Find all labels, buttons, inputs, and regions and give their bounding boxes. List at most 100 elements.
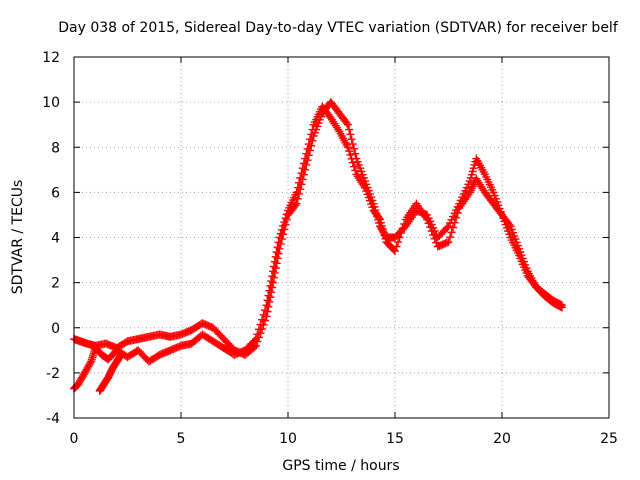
data-point xyxy=(265,286,274,295)
data-point xyxy=(342,119,351,128)
data-point xyxy=(424,219,433,228)
data-point xyxy=(345,147,354,156)
data-point xyxy=(343,120,352,129)
data-point xyxy=(430,234,439,243)
y-tick-label: 0 xyxy=(51,321,60,337)
data-point xyxy=(264,291,273,300)
data-point xyxy=(345,125,354,134)
data-point xyxy=(468,182,477,191)
data-point xyxy=(398,224,407,233)
data-point xyxy=(350,144,359,153)
data-point xyxy=(117,350,126,359)
data-point xyxy=(444,238,453,247)
data-point xyxy=(293,183,302,192)
data-point xyxy=(262,301,271,310)
data-point xyxy=(259,310,268,319)
data-point xyxy=(453,209,462,218)
data-point xyxy=(276,229,285,238)
data-point xyxy=(270,257,279,266)
data-point xyxy=(400,219,409,228)
data-point xyxy=(296,173,305,182)
data-point xyxy=(557,303,566,312)
data-point xyxy=(301,154,310,163)
data-point xyxy=(346,130,355,139)
series-secondary-track xyxy=(70,102,566,393)
y-axis-label: SDTVAR / TECUs xyxy=(10,180,26,295)
data-point xyxy=(279,221,288,230)
data-point xyxy=(271,252,280,261)
data-point xyxy=(282,210,291,219)
data-point xyxy=(427,227,436,236)
data-point xyxy=(343,143,352,152)
data-point xyxy=(348,158,357,167)
data-point xyxy=(467,184,476,193)
data-point xyxy=(394,238,403,247)
data-point xyxy=(359,181,368,190)
data-point xyxy=(447,228,456,237)
data-point xyxy=(280,218,289,227)
data-point xyxy=(465,188,474,197)
data-point xyxy=(295,178,304,187)
data-point xyxy=(303,144,312,153)
y-tick-label: -4 xyxy=(46,411,60,427)
data-point xyxy=(452,213,461,222)
y-tick-label: 10 xyxy=(42,95,60,111)
data-point xyxy=(258,315,267,324)
data-point xyxy=(292,199,301,208)
data-point xyxy=(299,159,308,168)
data-point xyxy=(275,233,284,242)
data-point xyxy=(306,135,315,144)
x-tick-label: 5 xyxy=(177,431,186,447)
data-point xyxy=(347,135,356,144)
data-point xyxy=(450,218,459,227)
data-point xyxy=(466,186,475,195)
data-point xyxy=(346,150,355,159)
data-point xyxy=(496,209,505,218)
y-tick-label: 6 xyxy=(51,185,60,201)
data-point xyxy=(261,306,270,315)
y-tick-label: 12 xyxy=(42,50,60,66)
data-point xyxy=(423,215,432,224)
data-point xyxy=(334,125,343,134)
data-point xyxy=(395,233,404,242)
y-tick-label: 8 xyxy=(51,140,60,156)
data-point xyxy=(348,140,357,149)
x-tick-label: 25 xyxy=(600,431,618,447)
data-point xyxy=(307,130,316,139)
data-point xyxy=(86,359,95,368)
data-point xyxy=(272,248,281,257)
x-axis-label: GPS time / hours xyxy=(282,458,399,474)
data-point xyxy=(392,242,401,251)
data-point xyxy=(253,330,262,339)
data-points xyxy=(70,98,566,395)
axis-ticks: 0 5 10 15 20 25 -4 -2 0 2 4 6 8 10 12 xyxy=(42,50,618,447)
x-tick-label: 15 xyxy=(386,431,404,447)
data-point xyxy=(351,149,360,158)
data-point xyxy=(269,262,278,271)
data-point xyxy=(429,230,438,239)
data-point xyxy=(298,164,307,173)
data-point xyxy=(250,336,259,345)
data-point xyxy=(274,238,283,247)
x-tick-label: 0 xyxy=(70,431,79,447)
data-point xyxy=(267,277,276,286)
data-point xyxy=(350,162,359,171)
data-point xyxy=(277,225,286,234)
data-point xyxy=(292,188,301,197)
data-point xyxy=(256,320,265,329)
data-point xyxy=(251,335,260,344)
y-tick-label: -2 xyxy=(46,366,60,382)
x-tick-label: 20 xyxy=(493,431,511,447)
x-tick-label: 10 xyxy=(279,431,297,447)
data-point xyxy=(263,296,272,305)
data-point xyxy=(446,233,455,242)
data-point xyxy=(268,272,277,281)
data-point xyxy=(269,267,278,276)
series-low-branch xyxy=(95,350,126,395)
data-point xyxy=(304,140,313,149)
chart-title: Day 038 of 2015, Sidereal Day-to-day VTE… xyxy=(58,20,619,36)
y-tick-label: 2 xyxy=(51,276,60,292)
data-point xyxy=(281,214,290,223)
data-point xyxy=(347,154,356,163)
